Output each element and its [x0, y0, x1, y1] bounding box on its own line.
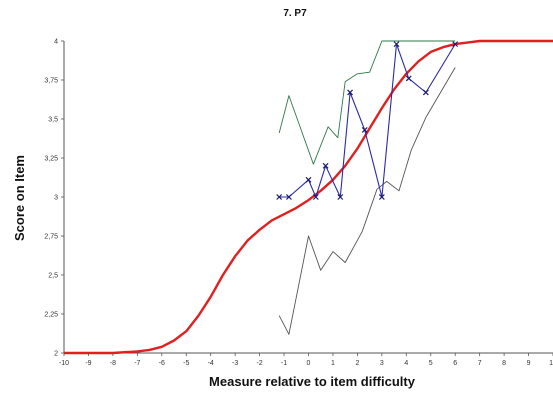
- x-tick-label: -6: [159, 360, 165, 367]
- y-tick-label: 3: [54, 195, 58, 202]
- x-tick-label: -7: [134, 360, 140, 367]
- y-tick-label: 3,25: [44, 156, 58, 163]
- series-line-observed: [279, 43, 456, 198]
- observed-point-marker: [305, 176, 312, 183]
- x-tick-label: 0: [307, 360, 311, 367]
- marker-stroke: [347, 89, 353, 96]
- y-tick-label: 2: [54, 351, 58, 358]
- marker-stroke: [322, 162, 329, 169]
- marker-stroke: [422, 89, 429, 96]
- y-tick-label: 2,25: [44, 312, 58, 319]
- x-tick-label: 4: [404, 360, 408, 367]
- x-tick-label: 8: [502, 360, 506, 367]
- observed-point-marker: [378, 194, 385, 200]
- marker-stroke: [393, 41, 400, 48]
- observed-point-marker: [312, 194, 319, 200]
- marker-stroke: [305, 176, 312, 183]
- observed-point-marker: [405, 75, 412, 82]
- observed-point-marker: [422, 89, 429, 96]
- tick-labels: -10-9-8-7-6-5-4-3-2-101234567891022,252,…: [44, 39, 553, 367]
- x-tick-label: 1: [331, 360, 335, 367]
- observed-point-marker: [361, 126, 368, 133]
- marker-stroke: [361, 126, 368, 133]
- observed-point-marker: [286, 194, 292, 200]
- x-tick-label: 6: [453, 360, 457, 367]
- axes: [63, 41, 553, 354]
- x-tick-label: 10: [549, 360, 553, 367]
- marker-stroke: [337, 194, 344, 200]
- y-tick-label: 3,5: [48, 117, 58, 124]
- x-tick-label: -10: [59, 360, 69, 367]
- marker-stroke: [405, 75, 412, 82]
- observed-point-marker: [337, 194, 344, 200]
- x-tick-label: 2: [355, 360, 359, 367]
- series-line-upper-band: [278, 40, 456, 165]
- series-layer: [64, 39, 553, 355]
- marker-stroke: [312, 194, 319, 200]
- x-tick-label: 9: [527, 360, 531, 367]
- y-tick-label: 2,5: [48, 273, 58, 280]
- observed-point-marker: [452, 41, 459, 48]
- x-tick-label: -3: [232, 360, 238, 367]
- x-tick-label: 5: [429, 360, 433, 367]
- y-tick-label: 2,75: [44, 234, 58, 241]
- y-tick-label: 3,75: [44, 78, 58, 85]
- x-tick-label: -1: [281, 360, 287, 367]
- x-tick-label: -9: [85, 360, 91, 367]
- x-tick-label: -2: [256, 360, 262, 367]
- x-axis-label: Measure relative to item difficulty: [209, 374, 416, 389]
- x-tick-label: -4: [208, 360, 214, 367]
- y-tick-label: 4: [54, 39, 58, 46]
- series-line-model-curve: [64, 39, 553, 355]
- observed-point-marker: [322, 162, 329, 169]
- x-tick-label: -8: [110, 360, 116, 367]
- marker-stroke: [378, 194, 385, 200]
- observed-point-marker: [393, 41, 400, 48]
- observed-point-marker: [276, 194, 283, 200]
- chart-title: 7. P7: [283, 8, 307, 19]
- x-tick-label: 7: [478, 360, 482, 367]
- observed-point-marker: [347, 89, 353, 96]
- marker-stroke: [276, 194, 283, 200]
- series-line-lower-band: [278, 67, 456, 335]
- x-tick-label: -5: [183, 360, 189, 367]
- y-axis-label: Score on Item: [12, 155, 27, 241]
- marker-stroke: [286, 194, 292, 200]
- marker-stroke: [452, 41, 459, 48]
- x-tick-label: 3: [380, 360, 384, 367]
